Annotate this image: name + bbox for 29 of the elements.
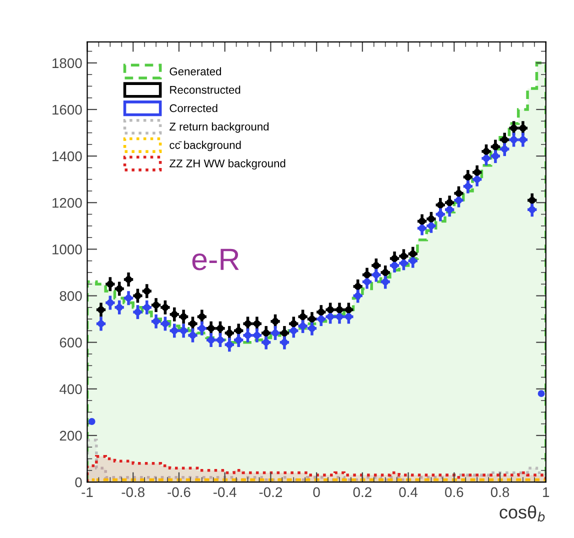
legend-label: cc̄ background <box>170 140 241 152</box>
legend-label: ZZ ZH WW background <box>170 159 286 170</box>
y-tick-label: 200 <box>60 430 82 441</box>
x-axis-title: cosθ$_{b}$ <box>500 505 545 522</box>
x-tick-label: 0.4 <box>399 487 418 498</box>
y-tick-label: 1200 <box>52 198 82 208</box>
x-tick-label: -0.2 <box>259 487 282 498</box>
legend-label: Corrected <box>170 104 218 112</box>
x-tick-label: 1 <box>543 487 550 497</box>
legend-label: Generated <box>170 67 221 76</box>
x-tick-label: 0.2 <box>353 487 372 498</box>
y-tick-label: 0 <box>75 477 82 488</box>
annotation: e-R <box>192 248 239 270</box>
legend-label: Reconstructed <box>170 86 240 94</box>
x-tick-label: 0 <box>313 487 320 498</box>
x-tick-label: -0.4 <box>213 487 236 498</box>
x-tick-label: 0.8 <box>490 487 510 498</box>
x-tick-label: -0.8 <box>122 487 144 498</box>
y-tick-label: 1600 <box>52 104 82 115</box>
y-tick-label: 600 <box>60 338 82 348</box>
y-tick-label: 1000 <box>52 244 82 254</box>
y-tick-label: 1800 <box>52 58 82 68</box>
y-tick-label: 800 <box>60 291 82 301</box>
legend-label: Z return background <box>170 122 269 133</box>
x-tick-label: -1 <box>82 487 93 497</box>
x-tick-label: 0.6 <box>445 487 464 498</box>
y-tick-label: 1400 <box>52 151 82 162</box>
x-tick-label: -0.6 <box>168 487 190 498</box>
y-tick-label: 400 <box>60 384 82 394</box>
